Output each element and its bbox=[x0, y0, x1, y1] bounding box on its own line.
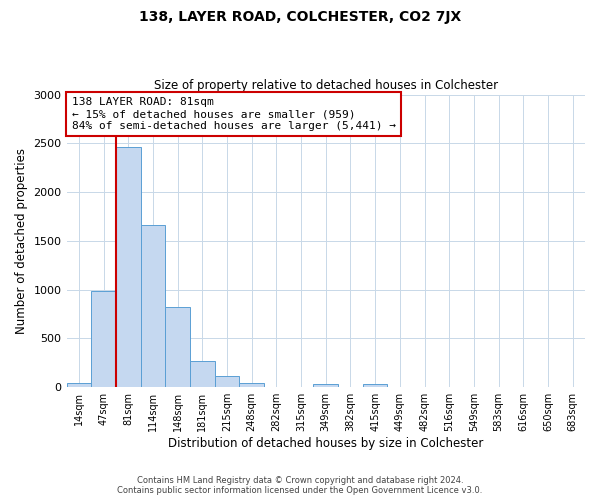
Bar bbox=[313, 384, 338, 387]
Title: Size of property relative to detached houses in Colchester: Size of property relative to detached ho… bbox=[154, 79, 498, 92]
Bar bbox=[190, 362, 215, 387]
Text: 138 LAYER ROAD: 81sqm
← 15% of detached houses are smaller (959)
84% of semi-det: 138 LAYER ROAD: 81sqm ← 15% of detached … bbox=[72, 98, 396, 130]
Y-axis label: Number of detached properties: Number of detached properties bbox=[15, 148, 28, 334]
Bar bbox=[91, 291, 116, 387]
Bar bbox=[140, 226, 165, 387]
Bar bbox=[165, 307, 190, 387]
Bar bbox=[239, 384, 264, 387]
Text: 138, LAYER ROAD, COLCHESTER, CO2 7JX: 138, LAYER ROAD, COLCHESTER, CO2 7JX bbox=[139, 10, 461, 24]
Bar bbox=[363, 384, 388, 387]
Bar bbox=[116, 146, 140, 387]
X-axis label: Distribution of detached houses by size in Colchester: Distribution of detached houses by size … bbox=[168, 437, 484, 450]
Bar bbox=[215, 376, 239, 387]
Text: Contains HM Land Registry data © Crown copyright and database right 2024.
Contai: Contains HM Land Registry data © Crown c… bbox=[118, 476, 482, 495]
Bar bbox=[67, 383, 91, 387]
